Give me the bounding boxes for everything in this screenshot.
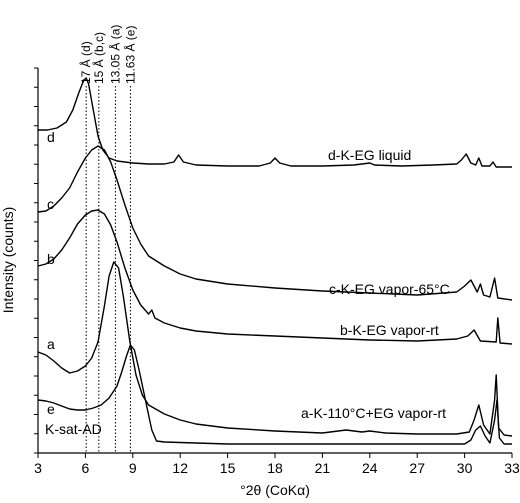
x-tick-label: 18 [267,460,283,476]
y-axis-ticks [34,67,38,454]
series-line-b [37,209,513,345]
series-line-c [37,145,513,301]
series-label-b: b-K-EG vapor-rt [340,322,439,338]
series-label-e: K-sat-AD [45,421,102,437]
reference-line-label: 15 Å (b,c) [91,32,106,84]
series-letter-e: e [47,401,55,417]
series-label-a: a-K-110°C+EG vapor-rt [301,405,446,421]
x-tick-label: 15 [220,460,236,476]
series-letter-b: b [47,251,55,267]
series-letter-a: a [47,336,55,352]
x-tick-label: 9 [129,460,137,476]
series-letter-d: d [47,129,55,145]
series-label-c: c-K-EG vapor-65°C [329,281,450,297]
x-tick-label: 33 [504,460,520,476]
x-tick-label: 3 [34,460,42,476]
series-line-a [37,261,513,437]
series-label-d: d-K-EG liquid [328,147,411,163]
x-tick-label: 30 [457,460,473,476]
reference-line-label: 13.05 Å (a) [107,25,122,84]
series-line-e [37,344,512,445]
x-tick-label: 21 [315,460,331,476]
series-letter-c: c [47,196,54,212]
x-tick-label: 6 [82,460,90,476]
x-tick-label: 27 [409,460,425,476]
x-tick-label: 12 [172,460,188,476]
x-tick-label: 24 [362,460,378,476]
reference-line-label: 11.63 Å (e) [122,26,137,84]
reference-line-label: 17 Å (d) [78,41,93,84]
x-axis-title: °2θ (CoKα) [240,482,310,498]
plot-frame [37,68,512,454]
y-axis-title: Intensity (counts) [0,207,16,314]
series-group [37,77,513,445]
reference-lines: 17 Å (d)15 Å (b,c) 13.05 Å (a) 11.63 Å (e) [78,25,137,453]
series-line-d [38,77,512,168]
x-axis-ticks: 3 6 9 12 15 18 21 24 27 30 33 [34,453,520,476]
